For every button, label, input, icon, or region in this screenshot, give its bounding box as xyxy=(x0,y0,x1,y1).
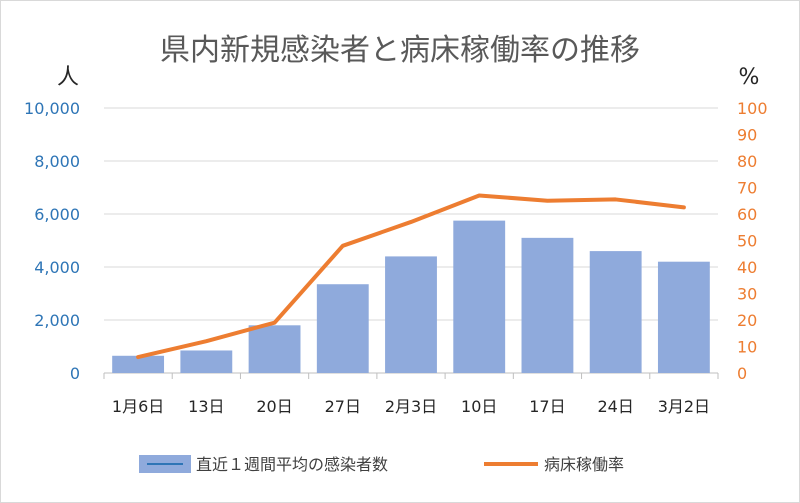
right-tick-label: 90 xyxy=(737,126,757,145)
x-tick-label: 10日 xyxy=(461,397,497,416)
x-tick-label: 27日 xyxy=(325,397,361,416)
left-tick-label: 8,000 xyxy=(34,152,80,171)
chart-title: 県内新規感染者と病床稼働率の推移 xyxy=(160,33,640,68)
left-axis-ticks: 0 2,000 4,000 6,000 8,000 10,000 xyxy=(24,99,80,383)
right-tick-label: 20 xyxy=(737,311,757,330)
bar xyxy=(248,325,301,373)
left-tick-label: 6,000 xyxy=(34,205,80,224)
legend: 直近１週間平均の感染者数 病床稼働率 xyxy=(139,455,624,474)
bar xyxy=(657,261,710,373)
right-tick-label: 10 xyxy=(737,338,757,357)
right-axis-ticks: 0 10 20 30 40 50 60 70 80 90 100 xyxy=(737,99,768,383)
bar-series xyxy=(112,220,710,373)
line-series xyxy=(136,193,686,360)
x-axis-ticks: 1月6日 13日 20日 27日 2月3日 10日 17日 24日 3月2日 xyxy=(112,397,710,416)
bar xyxy=(316,284,369,373)
x-tick-label: 24日 xyxy=(597,397,633,416)
right-tick-label: 80 xyxy=(737,152,757,171)
x-tick-label: 3月2日 xyxy=(658,397,710,416)
legend-label: 病床稼働率 xyxy=(544,455,624,474)
right-tick-label: 70 xyxy=(737,179,757,198)
left-tick-label: 0 xyxy=(70,364,80,383)
right-axis-unit: % xyxy=(739,65,760,90)
right-tick-label: 50 xyxy=(737,232,757,251)
right-tick-label: 30 xyxy=(737,285,757,304)
left-tick-label: 2,000 xyxy=(34,311,80,330)
bar xyxy=(180,350,233,373)
right-tick-label: 60 xyxy=(737,205,757,224)
x-tick-label: 13日 xyxy=(188,397,224,416)
right-tick-label: 40 xyxy=(737,258,757,277)
right-tick-label: 0 xyxy=(737,364,747,383)
x-tick-label: 1月6日 xyxy=(112,397,164,416)
right-tick-label: 100 xyxy=(737,99,768,118)
x-tick-label: 17日 xyxy=(529,397,565,416)
x-tick-label: 20日 xyxy=(256,397,292,416)
x-tick-label: 2月3日 xyxy=(385,397,437,416)
bar xyxy=(112,355,165,373)
bar xyxy=(453,220,506,373)
left-tick-label: 4,000 xyxy=(34,258,80,277)
bar xyxy=(385,256,437,373)
bar xyxy=(521,237,574,373)
legend-label: 直近１週間平均の感染者数 xyxy=(196,455,388,474)
left-axis-unit: 人 xyxy=(57,65,79,90)
left-tick-label: 10,000 xyxy=(24,99,80,118)
bar xyxy=(589,251,642,373)
